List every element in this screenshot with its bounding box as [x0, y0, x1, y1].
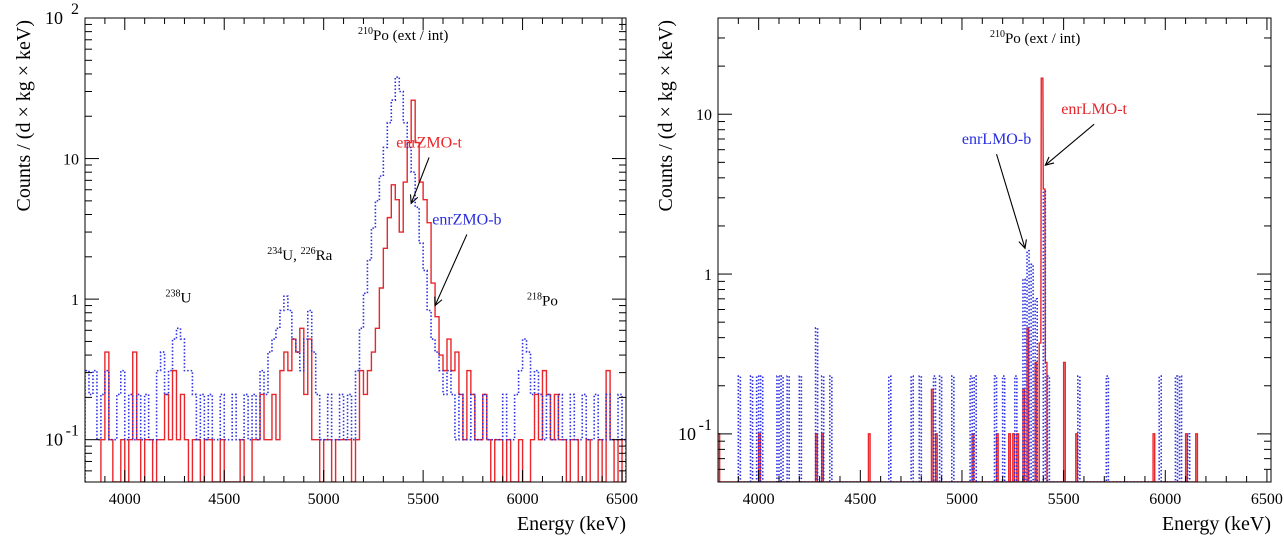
y-tick-label: 10: [696, 107, 712, 124]
peak-annotation: 210Po (ext / int): [358, 26, 448, 44]
y-tick-label: 10: [63, 152, 79, 169]
annotation-arrow: [434, 234, 468, 306]
annotation-arrow: [1044, 123, 1095, 166]
x-axis-title: Energy (keV): [517, 513, 626, 535]
x-tick-label: 4500: [208, 491, 240, 508]
legend-label-enrZMO-t: enrZMO-t: [396, 134, 462, 151]
y-tick-exponent: -1: [66, 423, 79, 440]
x-tick-label: 5500: [407, 491, 439, 508]
x-tick-label: 4000: [109, 491, 141, 508]
x-tick-label: 5000: [946, 491, 978, 508]
legend-label-enrZMO-b: enrZMO-b: [432, 211, 501, 228]
annotation-arrow-head: [1044, 156, 1055, 166]
y-tick-label: 10: [678, 424, 696, 444]
y-axis-title: Counts / (d × kg × keV): [13, 20, 35, 211]
y-tick-label: 1: [71, 292, 79, 309]
y-tick-label: 1: [704, 267, 712, 284]
y-axis-title: Counts / (d × kg × keV): [655, 20, 677, 211]
legend-label-enrLMO-b: enrLMO-b: [962, 131, 1031, 148]
x-tick-label: 6000: [1149, 491, 1181, 508]
x-tick-label: 6500: [1251, 491, 1283, 508]
x-tick-label: 6500: [606, 491, 638, 508]
x-tick-label: 4000: [743, 491, 775, 508]
annotation-arrow-head: [409, 194, 419, 205]
peak-annotation: 234U, 226Ra: [267, 246, 332, 264]
x-tick-label: 5500: [1048, 491, 1080, 508]
series-enrLMO-t: [718, 77, 1199, 482]
x-tick-label: 4500: [844, 491, 876, 508]
series-enrZMO-b: [85, 76, 626, 482]
y-tick-exponent: 2: [71, 1, 79, 18]
x-axis-title: Energy (keV): [1162, 513, 1271, 535]
annotation-arrow-head: [434, 296, 443, 307]
plot-frame: [717, 17, 1272, 483]
y-tick-exponent: -1: [699, 417, 712, 434]
x-tick-label: 6000: [507, 491, 539, 508]
peak-annotation: 238U: [166, 288, 192, 306]
x-tick-label: 5000: [308, 491, 340, 508]
peak-annotation: 218Po: [527, 292, 558, 310]
annotation-arrow-head: [1018, 239, 1027, 250]
legend-label-enrLMO-t: enrLMO-t: [1061, 101, 1127, 118]
series-enrZMO-t: [100, 99, 626, 482]
peak-annotation: 210Po (ext / int): [990, 29, 1080, 47]
annotation-arrow: [410, 157, 430, 204]
annotation-arrow: [996, 153, 1026, 249]
y-tick-label: 10: [45, 8, 63, 28]
plot-frame: [84, 17, 627, 483]
series-enrLMO-b: [737, 190, 1191, 482]
y-tick-label: 10: [45, 430, 63, 450]
